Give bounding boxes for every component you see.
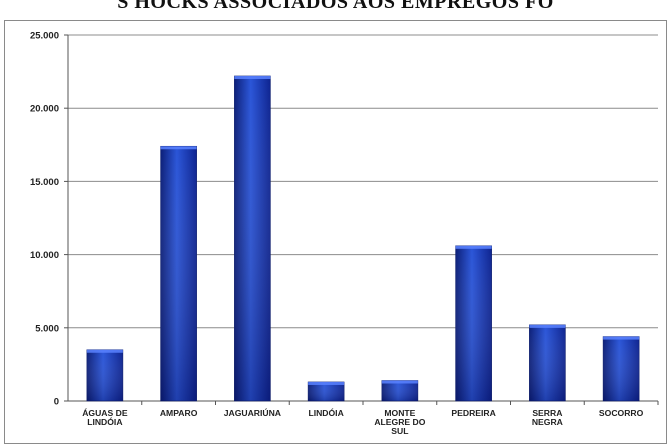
bar-top-highlight xyxy=(381,380,418,384)
y-tick-label: 0 xyxy=(54,397,59,408)
bar xyxy=(307,381,345,402)
bar-top-highlight xyxy=(86,349,123,353)
x-tick-label: MONTE ALEGRE DO SUL xyxy=(374,408,425,436)
bar xyxy=(455,245,492,402)
bar-top-highlight xyxy=(455,245,492,249)
axes xyxy=(64,34,659,405)
chart-frame: 0 5.000 10.000 15.000 20.000 25.000 ÁGUAS DE LI… xyxy=(4,20,667,444)
x-tick-label: JAGUARIÚNA xyxy=(224,407,281,418)
tick-labels: 0 5.000 10.000 15.000 20.000 25.000 ÁGUAS DE LI… xyxy=(30,31,644,437)
bar-shade xyxy=(160,146,197,401)
bars xyxy=(86,75,640,402)
bar xyxy=(234,75,271,402)
bar-shade xyxy=(308,381,345,401)
bar-shade xyxy=(529,324,566,401)
bar-chart: 0 5.000 10.000 15.000 20.000 25.000 ÁGUAS DE LI… xyxy=(30,31,659,437)
bar-top-highlight xyxy=(603,336,640,340)
bar-top-highlight xyxy=(234,75,271,79)
bar-shade xyxy=(455,245,492,401)
chart-title-fragment: S HOCKS ASSOCIADOS AOS EMPREGOS FO xyxy=(117,0,554,13)
bar xyxy=(160,145,197,402)
bar-top-highlight xyxy=(160,146,197,150)
bar-top-highlight xyxy=(308,381,345,385)
bar xyxy=(529,324,566,402)
x-tick-label: LINDÓIA xyxy=(308,407,343,418)
gridlines xyxy=(68,34,658,402)
x-tick-label: SERRA NEGRA xyxy=(532,408,563,427)
x-tick-label: ÁGUAS DE LINDÓIA xyxy=(82,408,128,427)
y-tick-label: 15.000 xyxy=(30,177,59,188)
bar-top-highlight xyxy=(529,324,566,328)
x-tick-label: PEDREIRA xyxy=(451,408,495,418)
x-tick-label: AMPARO xyxy=(160,408,198,418)
bar xyxy=(602,336,640,402)
bar xyxy=(381,380,419,402)
x-tick-label: SOCORRO xyxy=(599,408,644,418)
bar-shade xyxy=(603,336,640,401)
y-tick-label: 5.000 xyxy=(35,323,59,334)
y-tick-label: 25.000 xyxy=(30,31,59,42)
bar-shade xyxy=(381,380,418,401)
bar-shade xyxy=(86,349,123,401)
bar-shade xyxy=(234,75,271,401)
bar xyxy=(86,349,124,402)
y-tick-label: 10.000 xyxy=(30,250,59,261)
y-tick-label: 20.000 xyxy=(30,104,59,115)
